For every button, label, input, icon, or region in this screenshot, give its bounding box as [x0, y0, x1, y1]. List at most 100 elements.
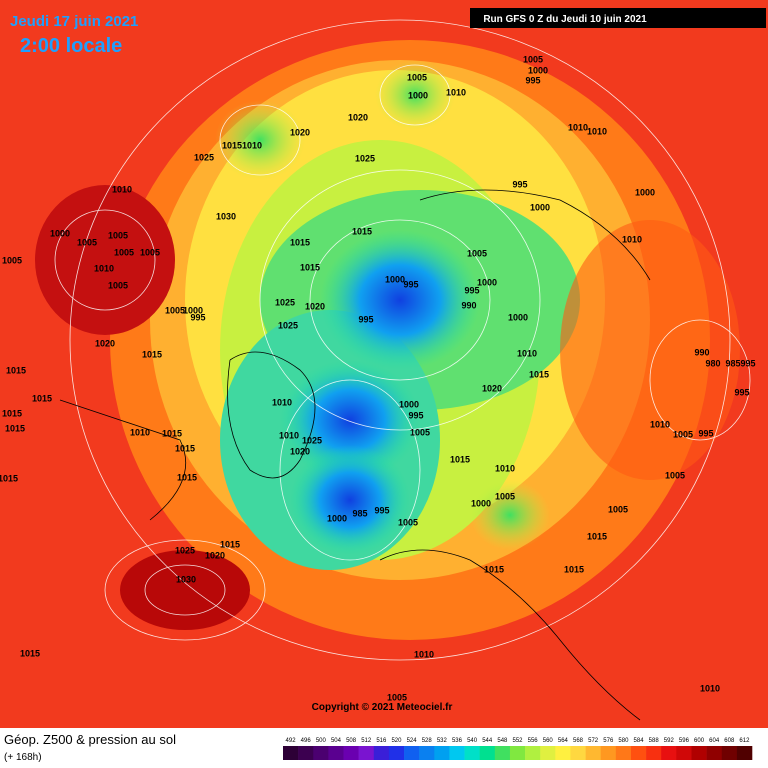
colorbar-swatch: [525, 746, 541, 760]
isobar-label: 1010: [495, 463, 515, 473]
isobar-label: 1015: [20, 648, 40, 658]
isobar-label: 1015: [6, 365, 26, 375]
isobar-label: 995: [374, 505, 389, 515]
colorbar-tick-label: 516: [376, 738, 387, 744]
isobar-label: 995: [190, 312, 205, 322]
forecast-date: Jeudi 17 juin 2021: [10, 13, 138, 30]
isobar-label: 985: [352, 508, 367, 518]
isobar-label: 1025: [194, 152, 214, 162]
isobar-label: 1015: [529, 369, 549, 379]
isobar-label: 1010: [700, 683, 720, 693]
colorbar-tick-label: 580: [618, 738, 629, 744]
colorbar-tick-label: 524: [407, 738, 418, 744]
colorbar-swatch: [419, 746, 435, 760]
isobar-label: 1005: [467, 248, 487, 258]
isobar-label: 1005: [108, 230, 128, 240]
isobar-label: 1015: [564, 564, 584, 574]
colorbar-tick-label: 552: [512, 738, 523, 744]
isobar-label: 1010: [242, 140, 262, 150]
isobar-label: 1010: [446, 87, 466, 97]
isobar-label: 1005: [114, 247, 134, 257]
isobar-label: 1020: [348, 112, 368, 122]
isobar-label: 1010: [94, 263, 114, 273]
isobar-label: 1000: [530, 202, 550, 212]
isobar-label: 1000: [477, 277, 497, 287]
isobar-label: 985: [725, 358, 740, 368]
colorbar-swatch: [721, 746, 738, 760]
isobar-label: 995: [734, 387, 749, 397]
colorbar-swatch: [615, 746, 632, 760]
colorbar-swatch: [676, 746, 692, 760]
colorbar-swatch: [283, 746, 299, 760]
colorbar-swatch: [298, 746, 314, 760]
isobar-label: 1025: [175, 545, 195, 555]
isobar-label: 1005: [398, 517, 418, 527]
colorbar-swatch: [343, 746, 359, 760]
isobar-label: 1015: [32, 393, 52, 403]
isobar-label: 1000: [327, 513, 347, 523]
footer-title: Géop. Z500 & pression au sol: [4, 732, 176, 747]
isobar-label: 995: [464, 285, 479, 295]
isobar-label: 1010: [650, 419, 670, 429]
isobar-label: 1015: [175, 443, 195, 453]
isobar-label: 1020: [290, 446, 310, 456]
isobar-label: 1015: [352, 226, 372, 236]
colorbar-tick-label: 592: [664, 738, 675, 744]
colorbar-tick-label: 536: [452, 738, 463, 744]
isobar-label: 1010: [568, 122, 588, 132]
colorbar-swatch: [540, 746, 556, 760]
colorbar-swatch: [388, 746, 405, 760]
colorbar-swatch: [449, 746, 465, 760]
isobar-label: 1000: [408, 90, 428, 100]
run-info: Run GFS 0 Z du Jeudi 10 juin 2021: [483, 14, 647, 25]
colorbar-tick-label: 548: [497, 738, 508, 744]
colorbar-tick-label: 564: [558, 738, 569, 744]
colorbar-swatch: [600, 746, 617, 760]
isobar-label: 1015: [222, 140, 242, 150]
colorbar-tick-label: 520: [391, 738, 402, 744]
isobar-label: 1030: [176, 574, 196, 584]
colorbar-swatch: [570, 746, 586, 760]
isobar-label: 1005: [165, 305, 185, 315]
isobar-label: 1005: [77, 237, 97, 247]
colorbar-swatch: [646, 746, 662, 760]
colorbar-tick-label: 588: [649, 738, 660, 744]
colorbar-tick-label: 596: [679, 738, 690, 744]
isobar-label: 1000: [399, 399, 419, 409]
colorbar-tick-label: 540: [467, 738, 478, 744]
colorbar-tick-label: 608: [724, 738, 735, 744]
isobar-label: 1010: [622, 234, 642, 244]
colorbar-tick-label: 568: [573, 738, 584, 744]
isobar-label: 1010: [272, 397, 292, 407]
isobar-label: 1015: [300, 262, 320, 272]
colorbar-swatch: [555, 746, 571, 760]
colorbar-swatch: [509, 746, 526, 760]
colorbar-swatch: [691, 746, 707, 760]
colorbar-tick-label: 504: [331, 738, 342, 744]
isobar-label: 1025: [355, 153, 375, 163]
colorbar-tick-label: 528: [422, 738, 433, 744]
isobar-label: 1030: [216, 211, 236, 221]
isobar-label: 1005: [108, 280, 128, 290]
isobar-label: 1000: [183, 305, 203, 315]
isobar-label: 1000: [50, 228, 70, 238]
colorbar-swatch: [328, 746, 344, 760]
isobar-label: 1025: [302, 435, 322, 445]
isobar-label: 995: [698, 428, 713, 438]
colorbar-swatch: [706, 746, 723, 760]
colorbar-swatch: [358, 746, 375, 760]
copyright: Copyright © 2021 Meteociel.fr: [312, 702, 453, 713]
isobar-label: 1005: [608, 504, 628, 514]
colorbar: 492 496 500 504 508 512 516 520 524 528 532 536 540 5…: [283, 738, 753, 760]
colorbar-swatch: [630, 746, 647, 760]
isobar-label: 995: [358, 314, 373, 324]
colorbar-swatch: [434, 746, 450, 760]
isobar-label: 1015: [5, 423, 25, 433]
colorbar-swatch: [404, 746, 420, 760]
isobar-label: 1020: [305, 301, 325, 311]
isobar-label: 1005: [2, 255, 22, 265]
colorbar-tick-label: 496: [301, 738, 312, 744]
footer-subtitle: (+ 168h): [4, 752, 42, 763]
